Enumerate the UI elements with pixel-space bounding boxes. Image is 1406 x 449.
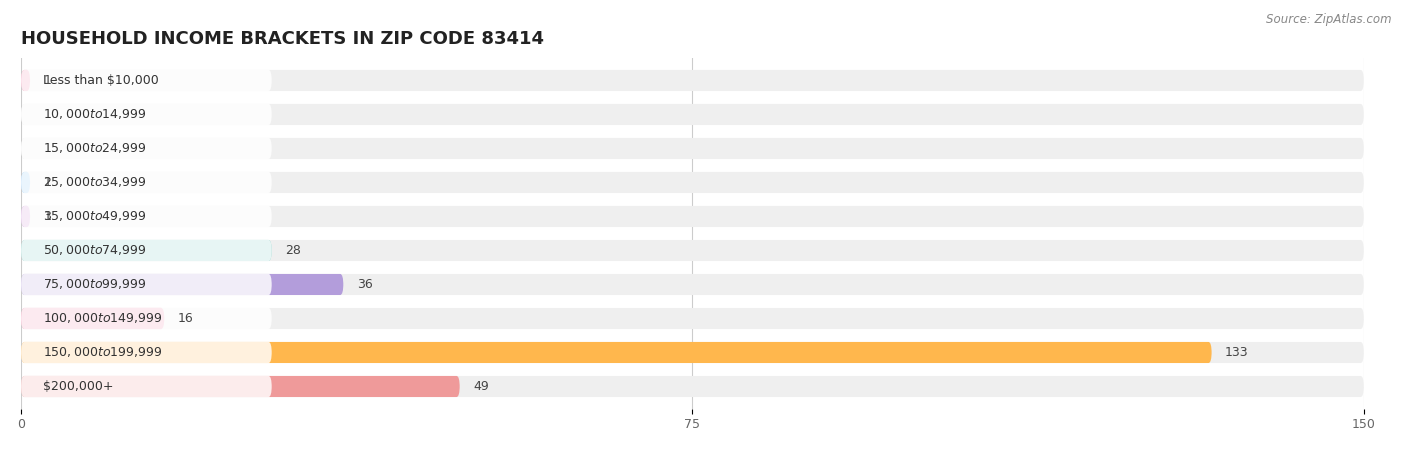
FancyBboxPatch shape (21, 172, 30, 193)
FancyBboxPatch shape (21, 308, 165, 329)
FancyBboxPatch shape (21, 240, 1364, 261)
Text: Less than $10,000: Less than $10,000 (44, 74, 159, 87)
Text: HOUSEHOLD INCOME BRACKETS IN ZIP CODE 83414: HOUSEHOLD INCOME BRACKETS IN ZIP CODE 83… (21, 31, 544, 48)
FancyBboxPatch shape (21, 376, 460, 397)
FancyBboxPatch shape (21, 70, 30, 91)
FancyBboxPatch shape (21, 274, 271, 295)
FancyBboxPatch shape (21, 104, 271, 125)
Text: $75,000 to $99,999: $75,000 to $99,999 (44, 277, 148, 291)
FancyBboxPatch shape (21, 104, 1364, 125)
FancyBboxPatch shape (21, 206, 30, 227)
FancyBboxPatch shape (21, 308, 271, 329)
Text: 28: 28 (285, 244, 301, 257)
Text: 36: 36 (357, 278, 373, 291)
Text: $10,000 to $14,999: $10,000 to $14,999 (44, 107, 148, 122)
FancyBboxPatch shape (21, 342, 1212, 363)
FancyBboxPatch shape (21, 206, 1364, 227)
FancyBboxPatch shape (21, 138, 271, 159)
Text: $150,000 to $199,999: $150,000 to $199,999 (44, 345, 163, 360)
FancyBboxPatch shape (21, 206, 271, 227)
Text: Source: ZipAtlas.com: Source: ZipAtlas.com (1267, 13, 1392, 26)
Text: 1: 1 (44, 176, 52, 189)
Text: 133: 133 (1225, 346, 1249, 359)
Text: 16: 16 (177, 312, 194, 325)
FancyBboxPatch shape (21, 274, 1364, 295)
FancyBboxPatch shape (21, 138, 1364, 159)
FancyBboxPatch shape (21, 376, 1364, 397)
Text: $15,000 to $24,999: $15,000 to $24,999 (44, 141, 148, 155)
Text: 1: 1 (44, 74, 52, 87)
Text: $25,000 to $34,999: $25,000 to $34,999 (44, 176, 148, 189)
FancyBboxPatch shape (21, 376, 271, 397)
FancyBboxPatch shape (21, 308, 1364, 329)
Text: $35,000 to $49,999: $35,000 to $49,999 (44, 210, 148, 224)
Text: $100,000 to $149,999: $100,000 to $149,999 (44, 312, 163, 326)
FancyBboxPatch shape (21, 70, 1364, 91)
Text: $200,000+: $200,000+ (44, 380, 114, 393)
Text: 49: 49 (474, 380, 489, 393)
FancyBboxPatch shape (21, 342, 271, 363)
FancyBboxPatch shape (21, 70, 271, 91)
FancyBboxPatch shape (21, 274, 343, 295)
FancyBboxPatch shape (21, 342, 1364, 363)
FancyBboxPatch shape (21, 240, 271, 261)
Text: $50,000 to $74,999: $50,000 to $74,999 (44, 243, 148, 257)
FancyBboxPatch shape (21, 240, 271, 261)
Text: 1: 1 (44, 210, 52, 223)
FancyBboxPatch shape (21, 172, 271, 193)
FancyBboxPatch shape (21, 172, 1364, 193)
